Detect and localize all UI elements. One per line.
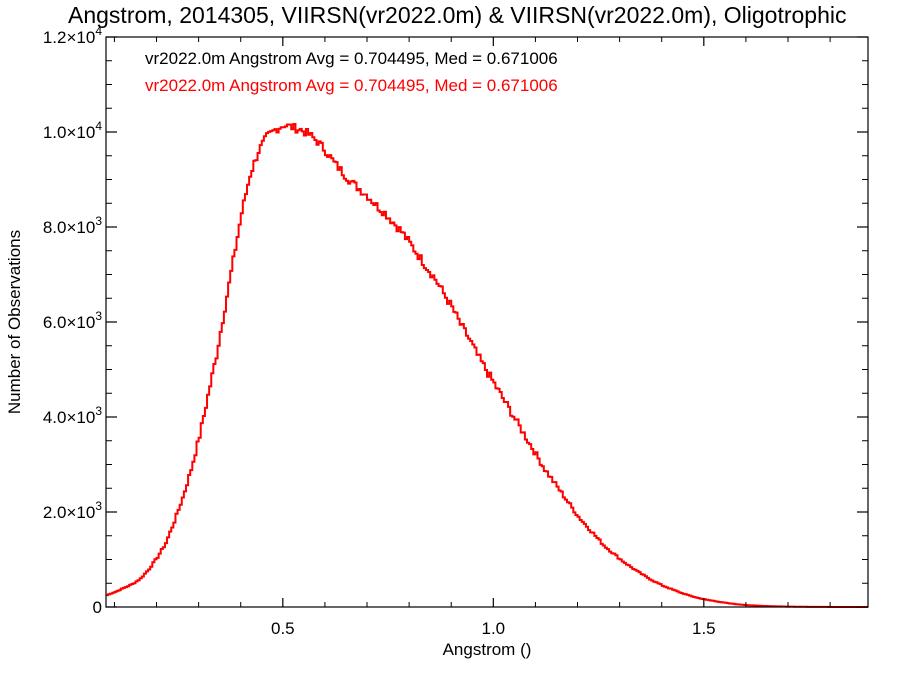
x-tick-label: 1.5 [692,619,716,638]
y-tick-label: 0 [93,598,102,617]
chart-title: Angstrom, 2014305, VIIRSN(vr2022.0m) & V… [68,2,847,28]
x-tick-label: 1.0 [481,619,505,638]
plot-frame [105,36,869,608]
x-axis-label: Angstrom () [443,640,532,659]
stats-annotation: vr2022.0m Angstrom Avg = 0.704495, Med =… [145,76,558,95]
y-tick-label: 1.2×104 [43,24,102,47]
y-tick-label: 8.0×103 [43,214,102,237]
y-tick-label: 2.0×103 [43,499,102,522]
y-tick-label: 1.0×104 [43,119,102,142]
histogram-series-line [106,122,868,608]
stats-annotation: vr2022.0m Angstrom Avg = 0.704495, Med =… [145,49,558,68]
x-tick-label: 0.5 [271,619,295,638]
y-tick-label: 6.0×103 [43,309,102,332]
y-axis-label: Number of Observations [5,230,24,414]
y-tick-label: 4.0×103 [43,404,102,427]
